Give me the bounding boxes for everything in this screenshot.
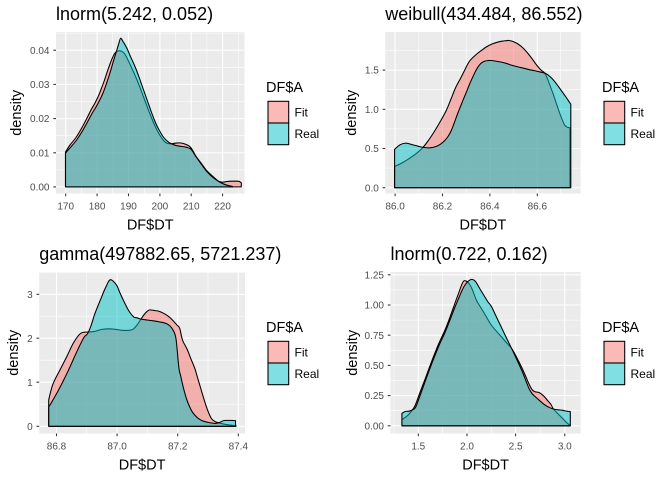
svg-text:2.0: 2.0 bbox=[460, 442, 474, 453]
svg-text:1.0: 1.0 bbox=[365, 105, 379, 116]
svg-text:87.0: 87.0 bbox=[107, 442, 127, 453]
svg-text:DF$DT: DF$DT bbox=[127, 217, 174, 233]
svg-text:Fit: Fit bbox=[631, 345, 645, 359]
svg-text:3.0: 3.0 bbox=[558, 442, 572, 453]
svg-text:86.2: 86.2 bbox=[433, 202, 453, 213]
svg-text:2: 2 bbox=[27, 334, 33, 345]
svg-text:gamma(497882.65, 5721.237): gamma(497882.65, 5721.237) bbox=[39, 244, 281, 264]
svg-text:180: 180 bbox=[89, 202, 106, 213]
svg-text:0: 0 bbox=[27, 422, 33, 433]
svg-text:0.25: 0.25 bbox=[365, 391, 385, 402]
svg-text:86.0: 86.0 bbox=[385, 202, 405, 213]
svg-text:1.00: 1.00 bbox=[365, 301, 385, 312]
svg-text:lnorm(0.722, 0.162): lnorm(0.722, 0.162) bbox=[391, 244, 548, 264]
svg-text:86.4: 86.4 bbox=[480, 202, 500, 213]
svg-text:DF$A: DF$A bbox=[266, 80, 303, 96]
svg-text:1.25: 1.25 bbox=[365, 270, 385, 281]
svg-text:190: 190 bbox=[120, 202, 137, 213]
svg-text:Real: Real bbox=[631, 367, 656, 381]
svg-text:1: 1 bbox=[27, 378, 33, 389]
svg-text:DF$A: DF$A bbox=[266, 320, 303, 336]
svg-text:Fit: Fit bbox=[295, 105, 309, 119]
svg-text:0.03: 0.03 bbox=[30, 80, 50, 91]
svg-text:0.04: 0.04 bbox=[30, 46, 50, 57]
svg-text:density: density bbox=[344, 89, 360, 136]
svg-text:Fit: Fit bbox=[295, 345, 309, 359]
svg-text:86.6: 86.6 bbox=[528, 202, 548, 213]
svg-text:Fit: Fit bbox=[631, 105, 645, 119]
svg-text:DF$DT: DF$DT bbox=[462, 457, 509, 473]
svg-text:1.5: 1.5 bbox=[411, 442, 425, 453]
svg-text:0.50: 0.50 bbox=[365, 361, 385, 372]
svg-text:0.00: 0.00 bbox=[365, 421, 385, 432]
svg-text:density: density bbox=[6, 329, 22, 376]
svg-text:87.2: 87.2 bbox=[168, 442, 188, 453]
svg-text:DF$A: DF$A bbox=[602, 320, 639, 336]
svg-text:1.5: 1.5 bbox=[365, 66, 379, 77]
svg-text:0.01: 0.01 bbox=[30, 148, 50, 159]
svg-text:Real: Real bbox=[295, 127, 320, 141]
svg-text:Real: Real bbox=[631, 127, 656, 141]
svg-text:220: 220 bbox=[214, 202, 231, 213]
svg-text:lnorm(5.242, 0.052): lnorm(5.242, 0.052) bbox=[56, 4, 213, 24]
svg-text:density: density bbox=[9, 89, 25, 136]
svg-text:2.5: 2.5 bbox=[509, 442, 523, 453]
svg-text:0.5: 0.5 bbox=[365, 144, 379, 155]
svg-text:170: 170 bbox=[57, 202, 74, 213]
svg-text:Real: Real bbox=[295, 367, 320, 381]
svg-text:DF$DT: DF$DT bbox=[119, 457, 166, 473]
svg-text:87.4: 87.4 bbox=[229, 442, 249, 453]
svg-text:200: 200 bbox=[152, 202, 169, 213]
svg-text:0.00: 0.00 bbox=[30, 183, 50, 194]
svg-text:210: 210 bbox=[183, 202, 200, 213]
svg-text:DF$DT: DF$DT bbox=[460, 217, 507, 233]
svg-text:DF$A: DF$A bbox=[602, 80, 639, 96]
svg-text:weibull(434.484, 86.552): weibull(434.484, 86.552) bbox=[384, 4, 582, 24]
svg-text:0.02: 0.02 bbox=[30, 114, 50, 125]
svg-text:3: 3 bbox=[27, 290, 33, 301]
svg-text:0.75: 0.75 bbox=[365, 331, 385, 342]
svg-text:0.0: 0.0 bbox=[365, 183, 379, 194]
svg-text:86.8: 86.8 bbox=[47, 442, 67, 453]
svg-text:density: density bbox=[345, 329, 361, 376]
